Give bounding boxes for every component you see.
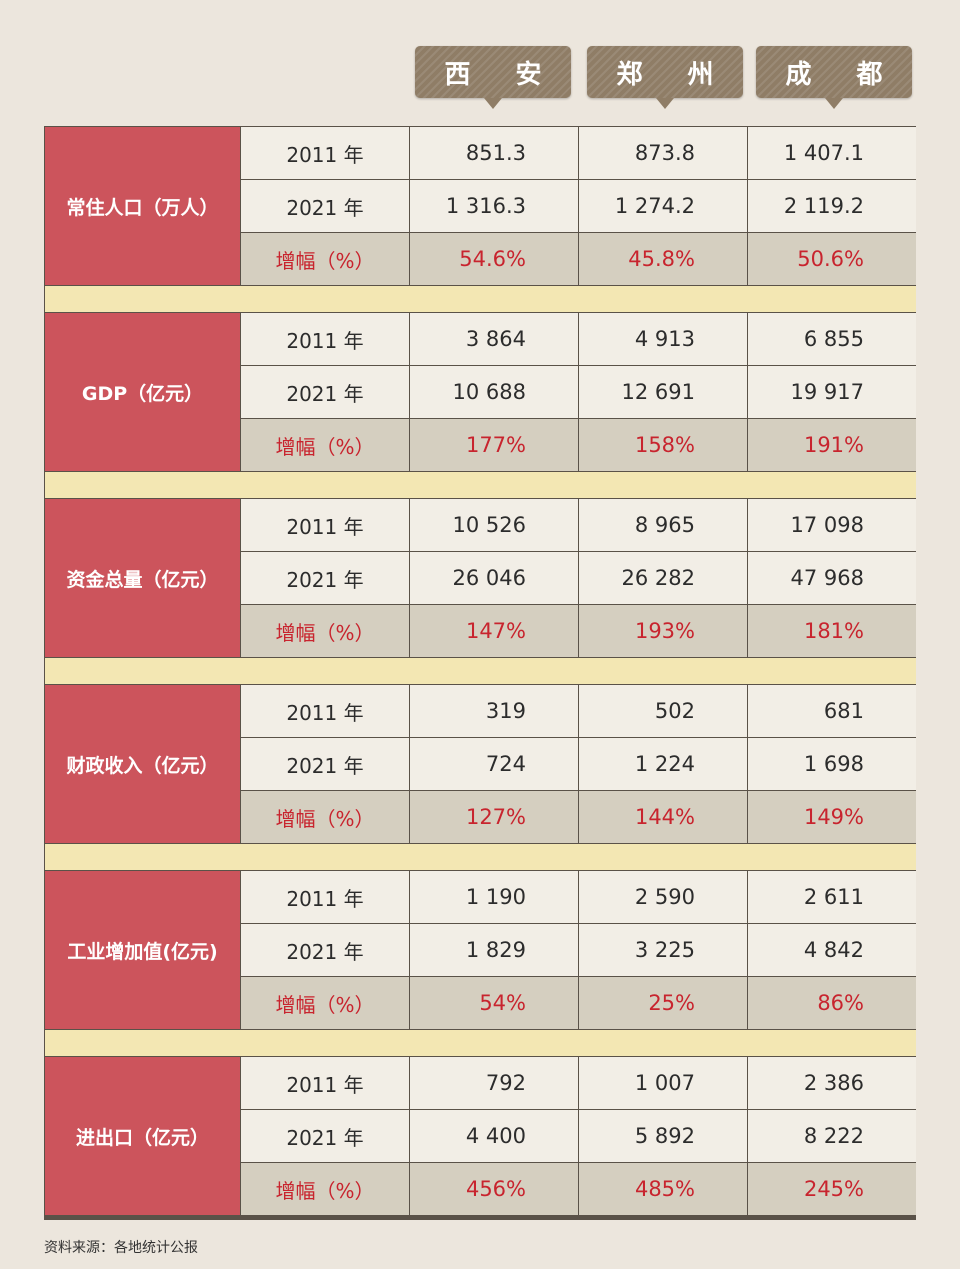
value-cell: 26 046 [410,552,578,604]
value-cell: 1 274.2 [579,180,747,232]
city-header-xian: 西 安 [415,46,571,109]
value-cell: 8 222 [748,1110,916,1162]
value-cell: 8 965 [579,499,747,551]
city-header-zhengzhou: 郑 州 [587,46,743,109]
value-cell: 2 590 [579,871,747,923]
source-note: 资料来源：各地统计公报 [44,1240,198,1256]
growth-label: 增幅（%） [241,233,409,285]
section-separator [45,1030,916,1056]
value-cell: 1 224 [579,738,747,790]
value-cell: 873.8 [579,127,747,179]
growth-cell: 54.6% [410,233,578,285]
value-cell: 4 913 [579,313,747,365]
value-cell: 502 [579,685,747,737]
growth-cell: 127% [410,791,578,843]
category-label: 进出口（亿元） [45,1057,240,1215]
value-cell: 3 225 [579,924,747,976]
year-label: 2021 年 [241,924,409,976]
growth-label: 增幅（%） [241,1163,409,1215]
growth-cell: 54% [410,977,578,1029]
growth-label: 增幅（%） [241,605,409,657]
year-label: 2011 年 [241,127,409,179]
growth-label: 增幅（%） [241,419,409,471]
growth-cell: 86% [748,977,916,1029]
value-cell: 17 098 [748,499,916,551]
value-cell: 1 190 [410,871,578,923]
value-cell: 2 119.2 [748,180,916,232]
value-cell: 3 864 [410,313,578,365]
section-separator [45,286,916,312]
section-separator [45,844,916,870]
category-label: 常住人口（万人） [45,127,240,285]
value-cell: 1 407.1 [748,127,916,179]
value-cell: 10 688 [410,366,578,418]
value-cell: 4 842 [748,924,916,976]
growth-cell: 45.8% [579,233,747,285]
section-separator [45,658,916,684]
value-cell: 1 316.3 [410,180,578,232]
growth-cell: 147% [410,605,578,657]
year-label: 2011 年 [241,499,409,551]
comparison-table: 常住人口（万人） 2011 年 851.3 873.8 1 407.1 2021… [44,126,916,1220]
value-cell: 319 [410,685,578,737]
value-cell: 5 892 [579,1110,747,1162]
growth-cell: 485% [579,1163,747,1215]
value-cell: 1 698 [748,738,916,790]
year-label: 2021 年 [241,552,409,604]
growth-cell: 181% [748,605,916,657]
growth-cell: 456% [410,1163,578,1215]
value-cell: 19 917 [748,366,916,418]
value-cell: 26 282 [579,552,747,604]
growth-cell: 158% [579,419,747,471]
value-cell: 6 855 [748,313,916,365]
growth-cell: 149% [748,791,916,843]
growth-cell: 245% [748,1163,916,1215]
value-cell: 2 386 [748,1057,916,1109]
city-header-chengdu: 成 都 [756,46,912,109]
value-cell: 724 [410,738,578,790]
year-label: 2011 年 [241,871,409,923]
year-label: 2011 年 [241,685,409,737]
value-cell: 851.3 [410,127,578,179]
value-cell: 4 400 [410,1110,578,1162]
growth-cell: 25% [579,977,747,1029]
growth-cell: 50.6% [748,233,916,285]
growth-cell: 193% [579,605,747,657]
category-label: 财政收入（亿元） [45,685,240,843]
growth-cell: 191% [748,419,916,471]
year-label: 2011 年 [241,313,409,365]
value-cell: 792 [410,1057,578,1109]
growth-label: 增幅（%） [241,977,409,1029]
value-cell: 47 968 [748,552,916,604]
value-cell: 1 829 [410,924,578,976]
growth-cell: 144% [579,791,747,843]
value-cell: 12 691 [579,366,747,418]
year-label: 2021 年 [241,1110,409,1162]
growth-cell: 177% [410,419,578,471]
section-separator [45,472,916,498]
growth-label: 增幅（%） [241,791,409,843]
value-cell: 10 526 [410,499,578,551]
value-cell: 1 007 [579,1057,747,1109]
value-cell: 2 611 [748,871,916,923]
category-label: 工业增加值(亿元) [45,871,240,1029]
category-label: 资金总量（亿元） [45,499,240,657]
year-label: 2011 年 [241,1057,409,1109]
category-label: GDP（亿元） [45,313,240,471]
value-cell: 681 [748,685,916,737]
year-label: 2021 年 [241,366,409,418]
year-label: 2021 年 [241,180,409,232]
year-label: 2021 年 [241,738,409,790]
